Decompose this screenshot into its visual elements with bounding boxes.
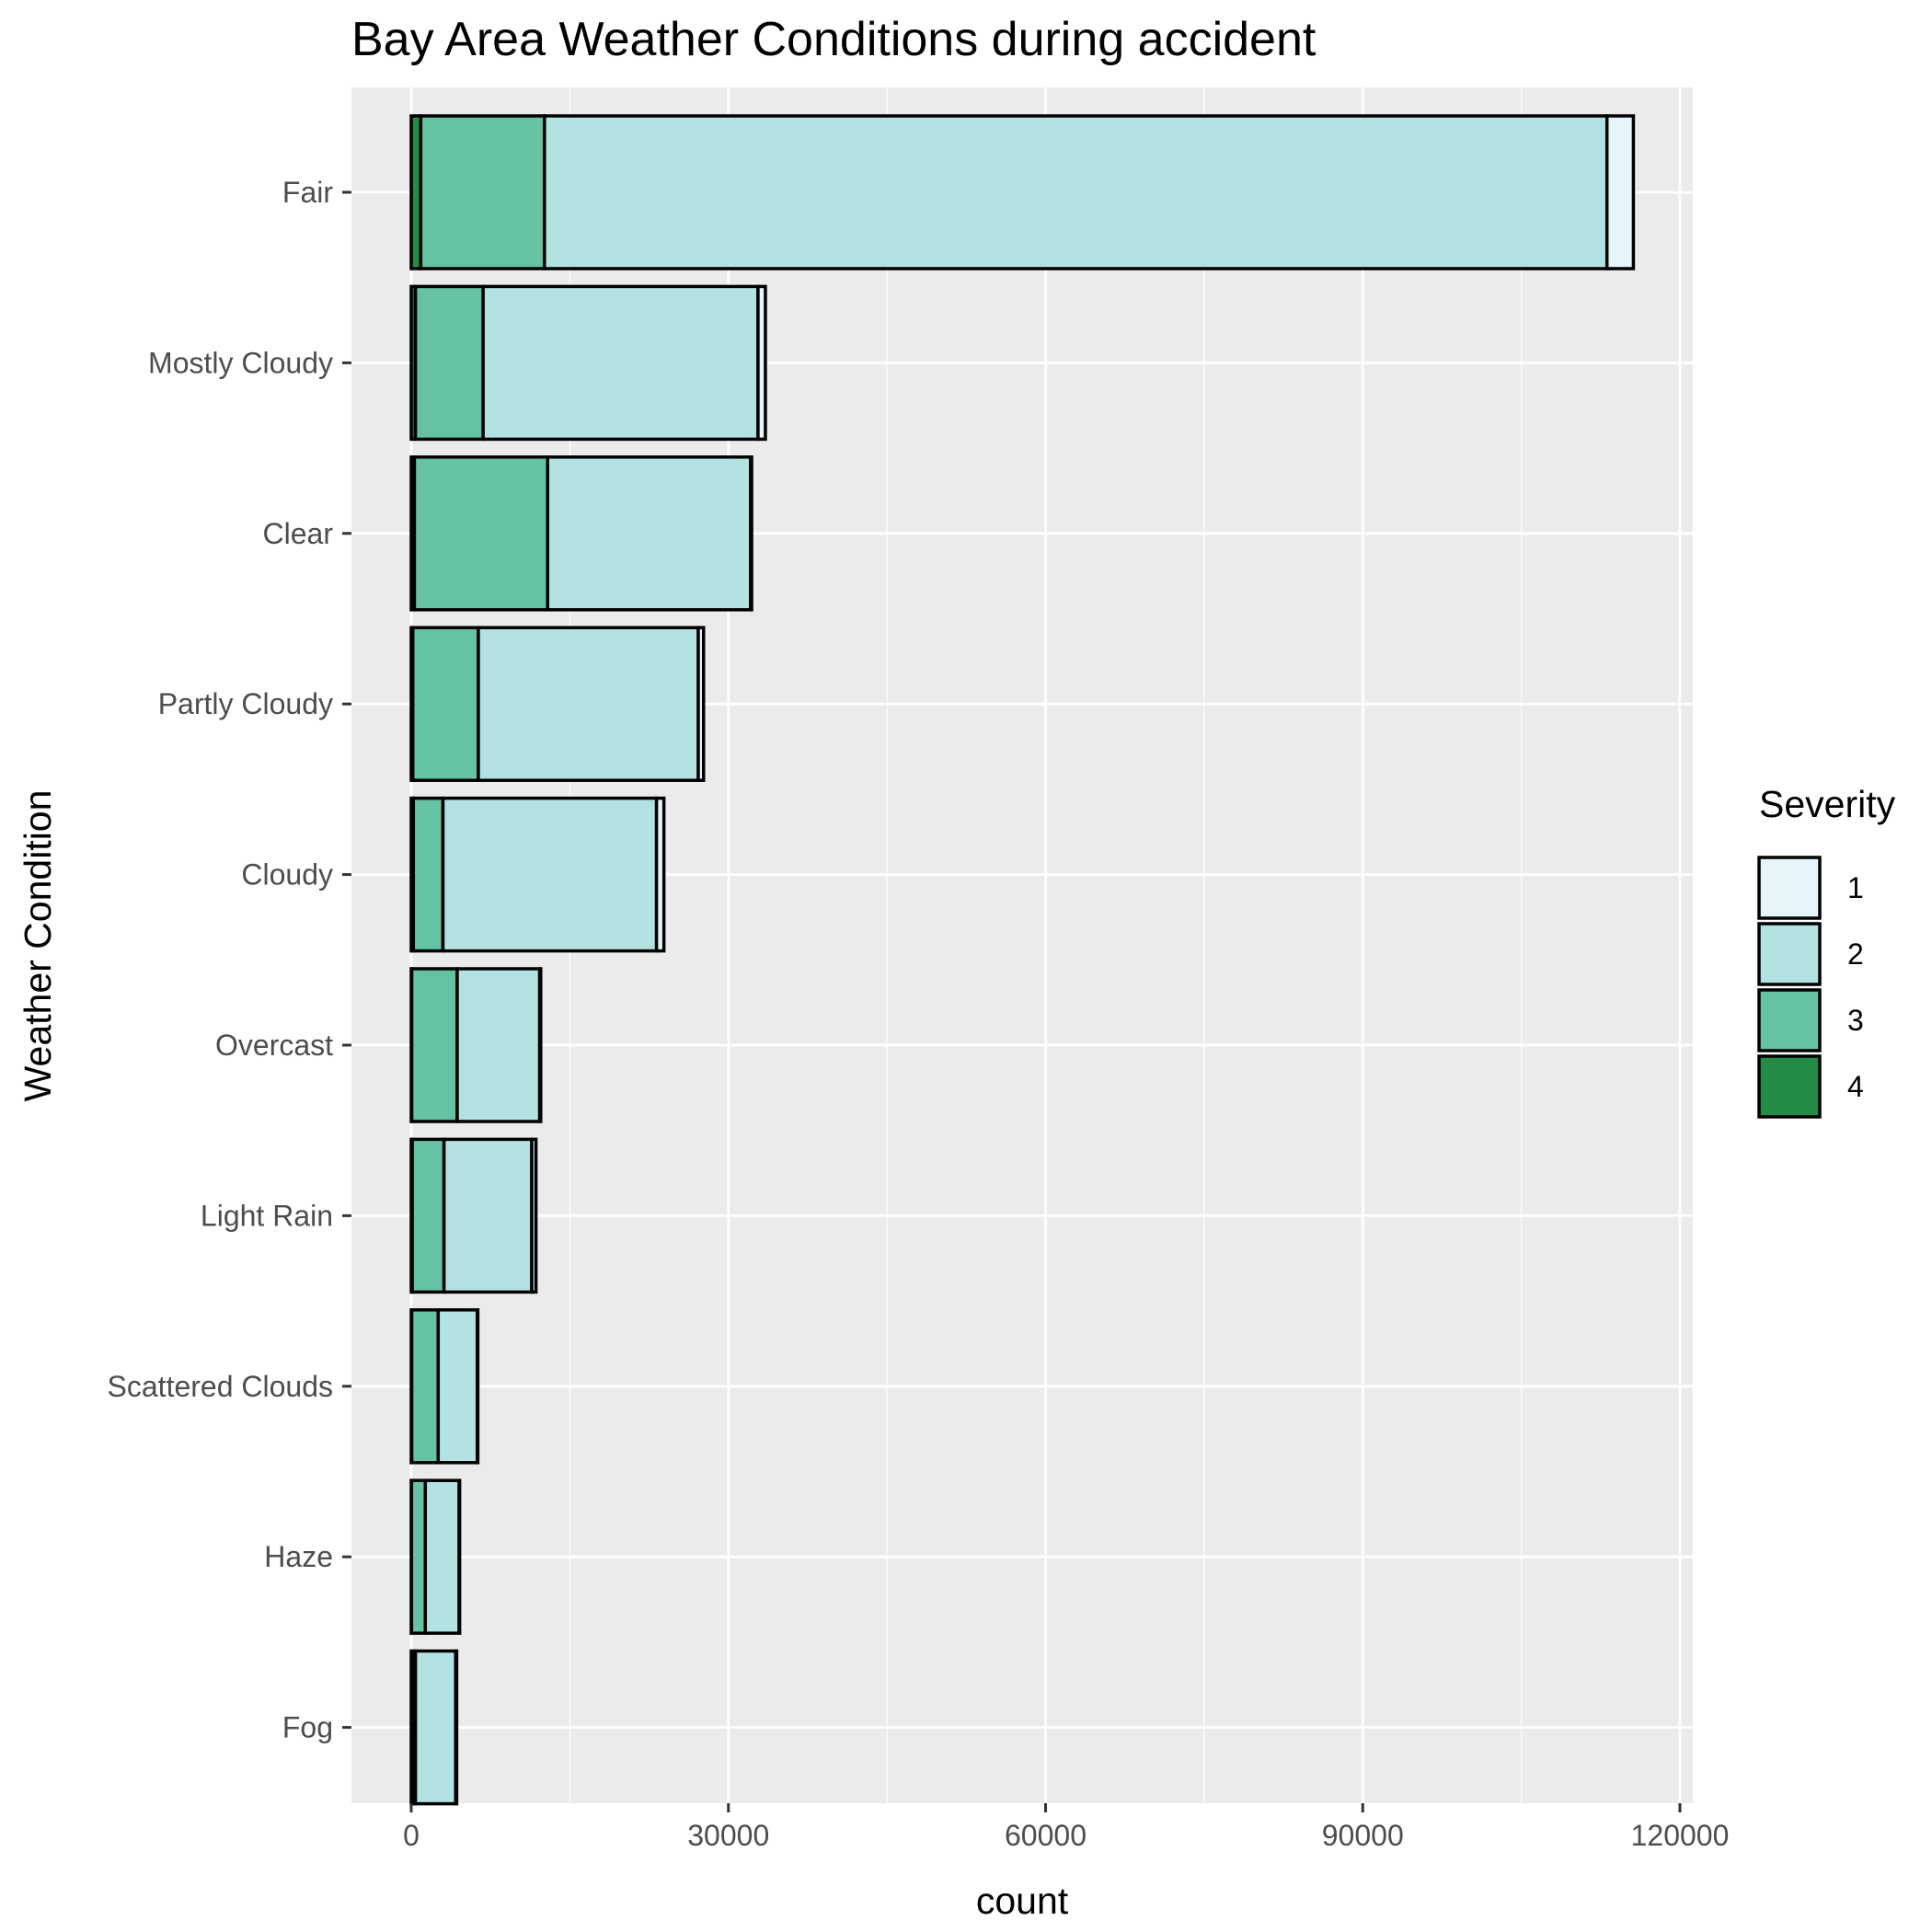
bar-segment-severity-3 — [409, 1308, 441, 1465]
chart-title: Bay Area Weather Conditions during accid… — [351, 13, 1317, 66]
bar-segment-severity-3 — [409, 1478, 428, 1635]
x-axis: 0 30000 60000 90000 120000 — [403, 1803, 1729, 1852]
bar-segment-severity-3 — [410, 626, 480, 782]
y-tick-label: Partly Cloudy — [158, 687, 333, 720]
bar-segment-severity-1 — [696, 626, 706, 782]
y-tick-label: Fair — [282, 176, 333, 209]
bar-segment-severity-2 — [543, 114, 1609, 270]
legend-label: 1 — [1847, 871, 1864, 904]
bar-segment-severity-2 — [436, 1308, 479, 1465]
bar-segment-severity-2 — [413, 1649, 458, 1806]
legend-title: Severity — [1759, 783, 1896, 825]
x-tick-label: 30000 — [687, 1819, 769, 1852]
bar-segment-severity-2 — [546, 455, 753, 612]
legend-key-severity-4 — [1757, 1054, 1822, 1119]
legend: Severity 1 2 3 4 — [1757, 783, 1896, 1119]
bar-segment-severity-1 — [457, 1478, 462, 1635]
bar-segment-severity-2 — [481, 284, 760, 442]
bar-segment-severity-1 — [756, 284, 767, 442]
legend-key-severity-1 — [1757, 856, 1822, 920]
legend-label: 2 — [1847, 937, 1864, 971]
legend-key-severity-2 — [1757, 922, 1822, 986]
y-tick-label: Fog — [282, 1711, 333, 1744]
bar-segment-severity-1 — [749, 455, 753, 612]
bar-segment-severity-3 — [410, 1137, 446, 1294]
y-tick-label: Scattered Clouds — [108, 1370, 333, 1403]
bar-segment-severity-3 — [412, 455, 549, 612]
bar-segment-severity-3 — [413, 284, 485, 442]
bar-segment-severity-3 — [411, 796, 445, 953]
y-tick-label: Light Rain — [201, 1199, 333, 1232]
bar-segment-severity-1 — [654, 796, 666, 953]
legend-key-severity-3 — [1757, 988, 1822, 1052]
y-tick-label: Cloudy — [241, 858, 333, 891]
bar-segment-severity-2 — [455, 967, 542, 1123]
y-tick-label: Haze — [264, 1540, 333, 1573]
bar-segment-severity-1 — [530, 1137, 538, 1294]
y-tick-label: Overcast — [215, 1029, 333, 1062]
bar-segment-severity-2 — [423, 1478, 461, 1635]
bar-segment-severity-3 — [419, 114, 546, 270]
y-tick-label: Clear — [263, 517, 334, 550]
bar-segment-severity-2 — [477, 626, 700, 782]
x-tick-label: 120000 — [1631, 1819, 1730, 1852]
legend-label: 3 — [1847, 1004, 1864, 1037]
bar-segment-severity-1 — [454, 1649, 459, 1806]
bar-segment-severity-3 — [409, 967, 459, 1123]
y-axis-title: Weather Condition — [17, 790, 59, 1102]
y-axis: Fair Mostly Cloudy Clear Partly Cloudy Cloud… — [108, 176, 351, 1744]
bar-segment-severity-1 — [537, 967, 543, 1123]
bar-segment-severity-2 — [442, 1137, 534, 1294]
x-axis-title: count — [976, 1880, 1069, 1922]
legend-label: 4 — [1847, 1070, 1864, 1103]
bar-segment-severity-1 — [1604, 114, 1636, 270]
bars-layer — [409, 114, 1636, 1806]
x-tick-label: 60000 — [1005, 1819, 1087, 1852]
x-tick-label: 0 — [403, 1819, 420, 1852]
bar-segment-severity-2 — [441, 796, 659, 953]
bar-segment-severity-1 — [476, 1308, 480, 1465]
x-tick-label: 90000 — [1322, 1819, 1404, 1852]
y-tick-label: Mostly Cloudy — [148, 346, 333, 379]
